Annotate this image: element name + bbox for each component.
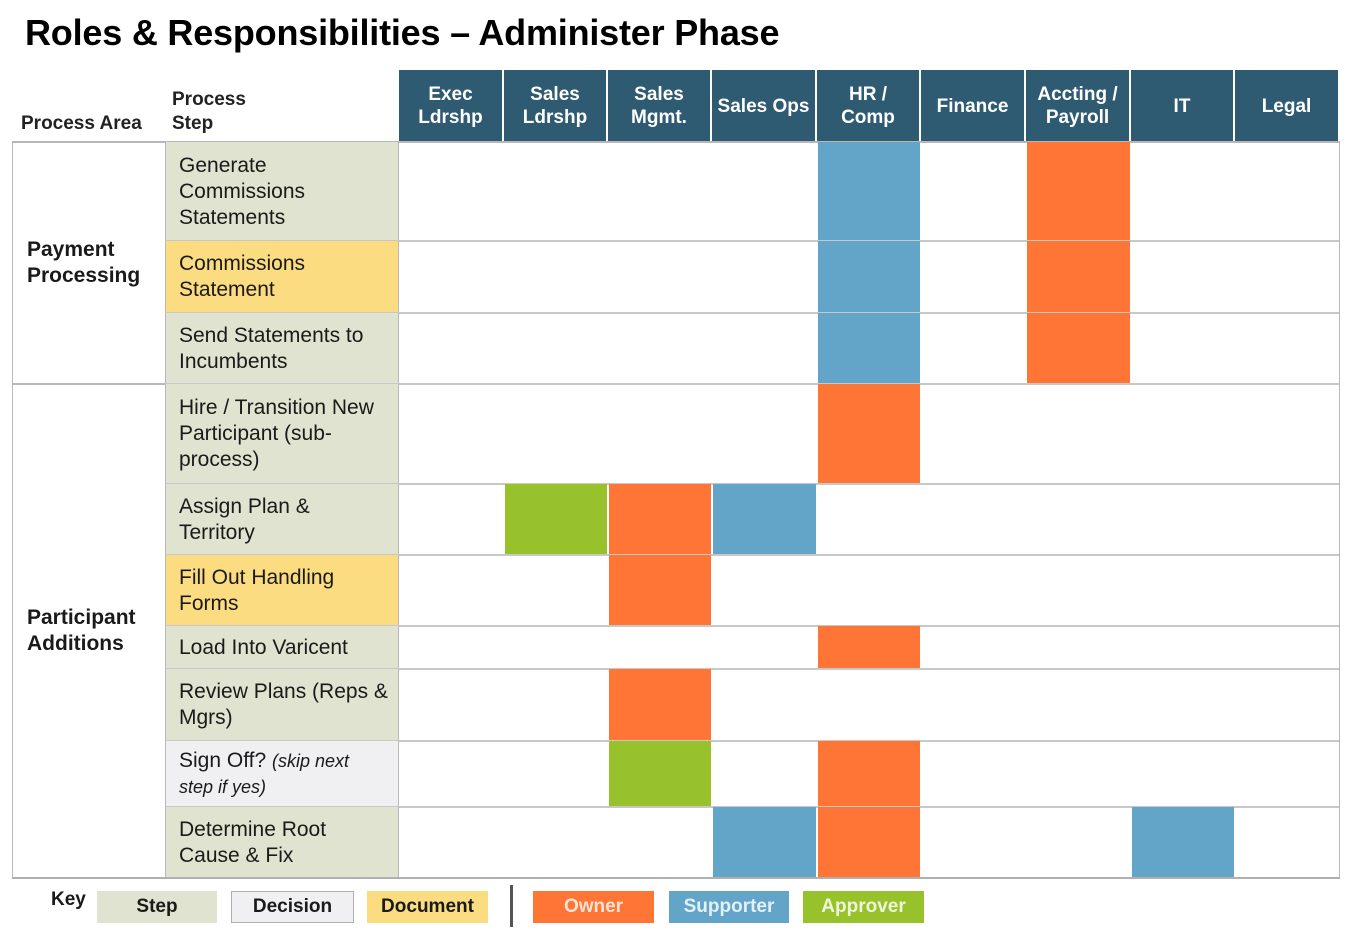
process-step-step: Assign Plan & Territory [165, 484, 399, 555]
process-step-step: Hire / Transition New Participant (sub-p… [165, 384, 399, 484]
role-header-sales-ldrshp: Sales Ldrshp [504, 70, 608, 142]
process-step-label: Hire / Transition New Participant (sub-p… [179, 396, 374, 471]
cell-owner [818, 807, 920, 878]
key-supporter: Supporter [669, 891, 789, 923]
process-step-label: Load Into Varicent [179, 635, 348, 659]
cell-owner [818, 626, 920, 669]
key-divider [510, 885, 513, 927]
process-step-step: Send Statements to Incumbents [165, 313, 399, 384]
row-divider [165, 740, 1340, 742]
grid-bottom-border [12, 877, 1340, 879]
role-header-exec-ldrshp: Exec Ldrshp [399, 70, 504, 142]
key-decision: Decision [231, 891, 354, 923]
cell-supporter [818, 241, 920, 313]
process-step-label: Sign Off? [179, 749, 267, 772]
row-divider [165, 554, 1340, 556]
process-step-step: Load Into Varicent [165, 626, 399, 669]
role-header-sales-mgmt: Sales Mgmt. [608, 70, 712, 142]
cell-owner [609, 669, 711, 741]
cell-supporter [818, 142, 920, 241]
process-step-step: Review Plans (Reps & Mgrs) [165, 669, 399, 741]
cell-supporter [713, 807, 816, 878]
key-approver: Approver [803, 891, 924, 923]
role-header-finance: Finance [921, 70, 1026, 142]
process-step-label: Fill Out Handling Forms [179, 565, 335, 615]
key-step: Step [97, 891, 217, 923]
area-divider [12, 383, 165, 385]
process-step-document: Fill Out Handling Forms [165, 555, 399, 626]
page-title: Roles & Responsibilities – Administer Ph… [25, 12, 780, 53]
role-header-sales-ops: Sales Ops [712, 70, 817, 142]
cell-owner [818, 384, 920, 484]
cell-approver [609, 741, 711, 807]
process-step-document: Commissions Statement [165, 241, 399, 313]
process-step-label: Send Statements to Incumbents [179, 323, 364, 373]
row-divider [165, 312, 1340, 314]
cell-owner [609, 484, 711, 555]
row-divider [165, 240, 1340, 242]
process-area-text: Participant Additions [27, 606, 136, 655]
process-area-label: Payment Processing [12, 142, 165, 384]
key-owner: Owner [533, 891, 654, 923]
process-step-label: Determine Root Cause & Fix [179, 817, 327, 867]
cell-supporter [1132, 807, 1234, 878]
process-step-label: Assign Plan & Territory [179, 494, 310, 544]
role-header-legal: Legal [1235, 70, 1340, 142]
process-step-step: Generate Commissions Statements [165, 142, 399, 241]
role-header-it: IT [1131, 70, 1235, 142]
process-step-label: Review Plans (Reps & Mgrs) [179, 680, 388, 729]
cell-supporter [818, 313, 920, 384]
row-divider [165, 668, 1340, 670]
cell-owner [1027, 313, 1130, 384]
process-step-step: Determine Root Cause & Fix [165, 807, 399, 878]
process-area-header: Process Area [21, 113, 142, 134]
process-step-note: (skip next step if yes) [179, 751, 350, 797]
role-header-hr-comp: HR / Comp [817, 70, 921, 142]
process-step-label: Commissions Statement [179, 252, 306, 301]
process-area-label: Participant Additions [12, 384, 165, 878]
cell-owner [609, 555, 711, 626]
process-step-decision: Sign Off? (skip next step if yes) [165, 741, 399, 807]
row-divider [165, 625, 1340, 627]
process-area-text: Payment Processing [27, 238, 141, 287]
grid-right-border [1339, 142, 1340, 878]
cell-owner [818, 741, 920, 807]
grid-top-border [12, 141, 1340, 143]
process-step-label: Generate Commissions Statements [179, 153, 306, 229]
key-label: Key [51, 889, 86, 910]
key-document: Document [367, 891, 488, 923]
process-step-header: Process Step [172, 89, 246, 134]
row-divider [165, 383, 1340, 385]
cell-approver [505, 484, 607, 555]
cell-owner [1027, 241, 1130, 313]
role-header-accting-payroll: Accting / Payroll [1026, 70, 1131, 142]
cell-owner [1027, 142, 1130, 241]
cell-supporter [713, 484, 816, 555]
